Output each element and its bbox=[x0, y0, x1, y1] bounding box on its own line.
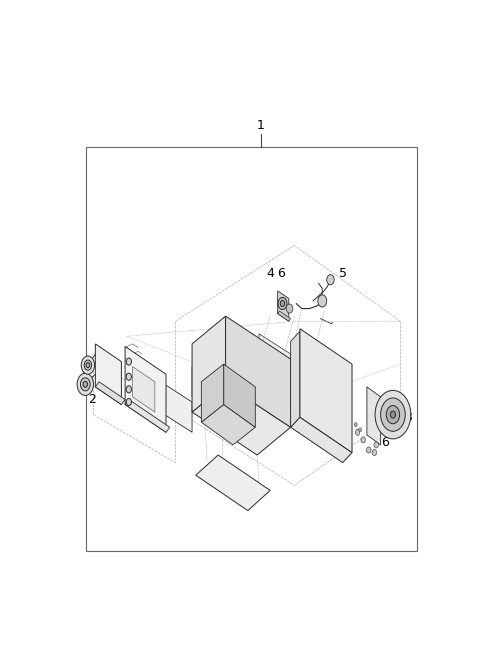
Circle shape bbox=[81, 356, 95, 374]
Polygon shape bbox=[367, 387, 381, 445]
Polygon shape bbox=[125, 346, 166, 432]
Polygon shape bbox=[125, 400, 170, 432]
Circle shape bbox=[354, 422, 357, 427]
Circle shape bbox=[126, 358, 132, 365]
Text: 4: 4 bbox=[266, 267, 274, 279]
Polygon shape bbox=[192, 384, 290, 455]
Polygon shape bbox=[202, 364, 224, 422]
Circle shape bbox=[375, 390, 411, 439]
Circle shape bbox=[286, 304, 293, 313]
Polygon shape bbox=[300, 329, 352, 453]
Circle shape bbox=[367, 447, 371, 453]
Polygon shape bbox=[277, 291, 289, 321]
Circle shape bbox=[126, 386, 132, 393]
Polygon shape bbox=[290, 417, 352, 462]
Circle shape bbox=[386, 405, 400, 424]
Polygon shape bbox=[259, 334, 290, 382]
Circle shape bbox=[126, 398, 132, 405]
Polygon shape bbox=[290, 331, 300, 427]
Circle shape bbox=[359, 428, 362, 432]
Polygon shape bbox=[226, 316, 290, 427]
Circle shape bbox=[280, 300, 285, 306]
Circle shape bbox=[374, 442, 378, 448]
Text: 6: 6 bbox=[277, 267, 285, 279]
Circle shape bbox=[126, 373, 132, 380]
Text: 2: 2 bbox=[88, 393, 96, 406]
Text: 1: 1 bbox=[257, 119, 265, 132]
Circle shape bbox=[381, 398, 405, 431]
Text: 5: 5 bbox=[339, 267, 347, 279]
Polygon shape bbox=[96, 344, 121, 405]
Circle shape bbox=[372, 449, 377, 455]
Text: 6: 6 bbox=[382, 420, 389, 434]
Polygon shape bbox=[156, 379, 192, 432]
Circle shape bbox=[355, 429, 360, 436]
Polygon shape bbox=[132, 367, 155, 412]
Text: 3: 3 bbox=[404, 411, 412, 424]
Polygon shape bbox=[192, 316, 226, 412]
Text: 6: 6 bbox=[382, 436, 389, 449]
Circle shape bbox=[81, 378, 90, 391]
Circle shape bbox=[361, 437, 365, 443]
Polygon shape bbox=[277, 311, 290, 321]
Circle shape bbox=[84, 360, 92, 370]
Circle shape bbox=[327, 275, 334, 285]
Polygon shape bbox=[192, 367, 226, 417]
Circle shape bbox=[77, 373, 94, 396]
Circle shape bbox=[278, 297, 287, 310]
Polygon shape bbox=[224, 364, 255, 427]
Circle shape bbox=[318, 295, 327, 307]
Polygon shape bbox=[259, 364, 290, 412]
Circle shape bbox=[390, 411, 396, 418]
Circle shape bbox=[86, 363, 90, 367]
Polygon shape bbox=[96, 382, 125, 405]
Polygon shape bbox=[202, 405, 255, 445]
Polygon shape bbox=[196, 455, 270, 510]
Circle shape bbox=[83, 381, 87, 387]
